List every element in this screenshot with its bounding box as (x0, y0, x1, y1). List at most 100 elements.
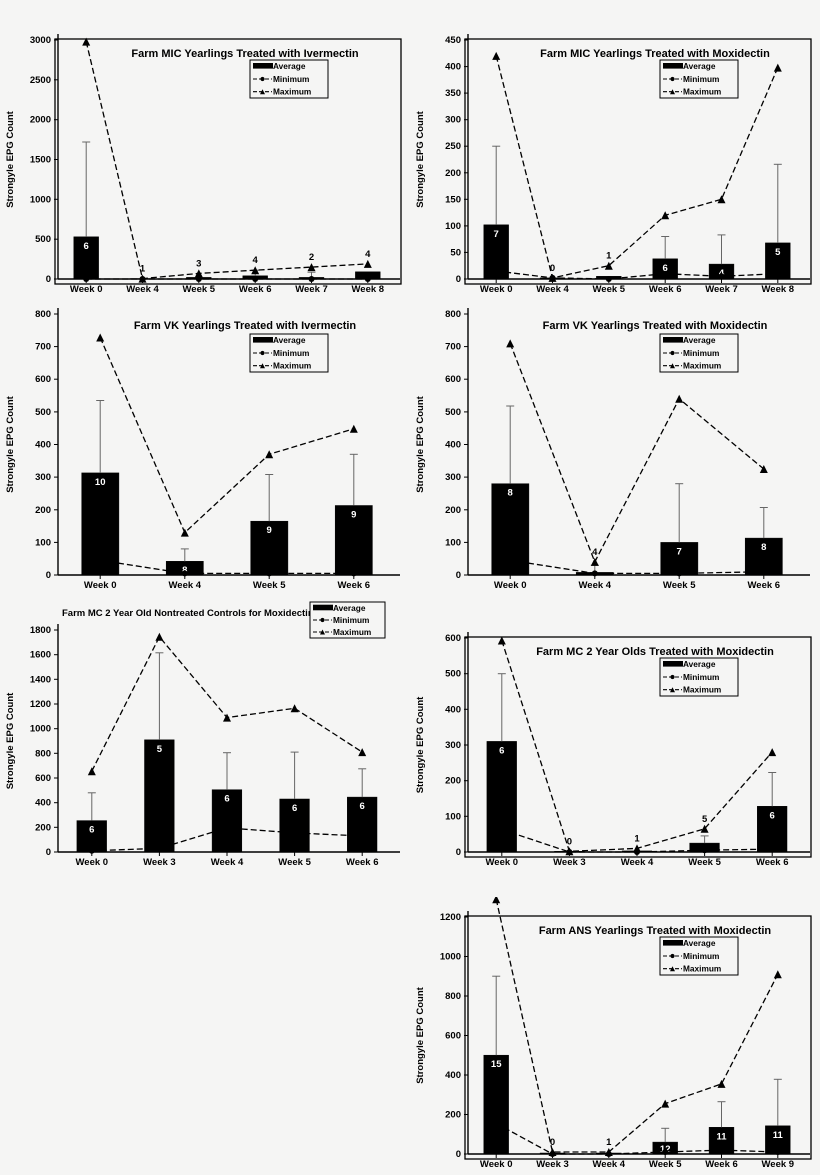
svg-text:8: 8 (761, 542, 766, 553)
svg-text:6: 6 (499, 745, 504, 756)
svg-text:Week 4: Week 4 (169, 580, 202, 591)
svg-text:700: 700 (445, 342, 461, 353)
svg-text:Farm MC 2 Year Old Nontreated: Farm MC 2 Year Old Nontreated Controls f… (62, 608, 345, 619)
svg-text:5: 5 (157, 744, 163, 755)
svg-text:1: 1 (606, 251, 612, 262)
svg-text:Average: Average (273, 335, 306, 345)
svg-text:Farm ANS Yearlings Treated wi: Farm ANS Yearlings Treated with Moxidect… (539, 925, 772, 937)
svg-text:400: 400 (445, 704, 461, 715)
svg-text:250: 250 (445, 141, 461, 152)
svg-text:Farm MC 2 Year Olds Treated w: Farm MC 2 Year Olds Treated with Moxidec… (536, 646, 774, 658)
svg-text:300: 300 (445, 740, 461, 751)
svg-text:Strongyle EPG Count: Strongyle EPG Count (5, 692, 16, 789)
svg-text:600: 600 (35, 773, 51, 784)
svg-text:4: 4 (253, 255, 259, 266)
svg-text:Week 7: Week 7 (295, 284, 328, 295)
svg-text:500: 500 (445, 669, 461, 680)
svg-text:400: 400 (445, 440, 461, 451)
svg-text:Week 4: Week 4 (621, 857, 654, 868)
svg-text:500: 500 (35, 234, 51, 245)
svg-text:150: 150 (445, 194, 461, 205)
svg-text:Minimum: Minimum (683, 74, 719, 84)
svg-text:800: 800 (445, 991, 461, 1002)
svg-text:300: 300 (35, 472, 51, 483)
svg-text:Week 4: Week 4 (126, 284, 159, 295)
svg-text:2: 2 (309, 252, 314, 263)
svg-text:200: 200 (35, 822, 51, 833)
svg-text:1200: 1200 (30, 699, 51, 710)
svg-text:Strongyle EPG Count: Strongyle EPG Count (5, 395, 16, 492)
svg-text:9: 9 (351, 510, 356, 521)
svg-text:Week 4: Week 4 (579, 580, 612, 591)
svg-text:Maximum: Maximum (273, 87, 311, 97)
svg-text:Week 6: Week 6 (338, 580, 371, 591)
svg-text:600: 600 (445, 374, 461, 385)
svg-text:0: 0 (456, 1149, 461, 1160)
svg-text:Week 3: Week 3 (143, 857, 176, 868)
svg-text:Maximum: Maximum (683, 87, 721, 97)
svg-text:6: 6 (84, 241, 89, 252)
svg-text:600: 600 (35, 374, 51, 385)
svg-text:Maximum: Maximum (333, 627, 371, 637)
svg-text:Farm MIC Yearlings Treated wi: Farm MIC Yearlings Treated with Ivermect… (131, 48, 358, 60)
svg-text:1500: 1500 (30, 155, 51, 166)
svg-text:1000: 1000 (440, 952, 461, 963)
svg-text:0: 0 (456, 570, 461, 581)
svg-text:800: 800 (35, 309, 51, 320)
svg-text:6: 6 (360, 801, 365, 812)
svg-text:100: 100 (445, 811, 461, 822)
svg-text:Week 0: Week 0 (486, 857, 519, 868)
svg-text:200: 200 (35, 505, 51, 516)
svg-text:100: 100 (445, 537, 461, 548)
svg-text:200: 200 (445, 168, 461, 179)
svg-text:0: 0 (567, 836, 572, 847)
svg-text:Average: Average (333, 603, 366, 613)
svg-text:0: 0 (46, 570, 51, 581)
svg-text:Week 7: Week 7 (705, 284, 738, 295)
svg-text:Maximum: Maximum (683, 685, 721, 695)
svg-text:1000: 1000 (30, 724, 51, 735)
svg-text:400: 400 (445, 1070, 461, 1081)
svg-text:Week 5: Week 5 (253, 580, 286, 591)
svg-text:0: 0 (46, 847, 51, 858)
svg-text:Week 4: Week 4 (536, 284, 569, 295)
svg-text:100: 100 (445, 221, 461, 232)
svg-text:Average: Average (683, 938, 716, 948)
svg-text:800: 800 (35, 748, 51, 759)
svg-text:Minimum: Minimum (683, 348, 719, 358)
svg-text:800: 800 (445, 309, 461, 320)
svg-text:5: 5 (775, 247, 781, 258)
svg-text:300: 300 (445, 115, 461, 126)
svg-text:450: 450 (445, 35, 461, 46)
svg-text:Minimum: Minimum (273, 348, 309, 358)
svg-text:200: 200 (445, 505, 461, 516)
svg-text:2500: 2500 (30, 75, 51, 86)
svg-text:Strongyle EPG Count: Strongyle EPG Count (415, 696, 426, 793)
svg-text:Week 6: Week 6 (756, 857, 789, 868)
svg-text:Week 6: Week 6 (239, 284, 272, 295)
svg-text:3000: 3000 (30, 35, 51, 46)
svg-text:Minimum: Minimum (683, 672, 719, 682)
svg-text:Average: Average (683, 61, 716, 71)
svg-text:Strongyle EPG Count: Strongyle EPG Count (415, 395, 426, 492)
svg-text:400: 400 (35, 440, 51, 451)
svg-text:7: 7 (677, 546, 682, 557)
svg-text:Week 6: Week 6 (346, 857, 379, 868)
svg-text:8: 8 (508, 488, 513, 499)
svg-text:350: 350 (445, 88, 461, 99)
svg-text:500: 500 (35, 407, 51, 418)
svg-text:Farm VK Yearlings Treated wit: Farm VK Yearlings Treated with Moxidecti… (543, 320, 768, 332)
svg-text:Week 4: Week 4 (593, 1159, 626, 1170)
svg-text:Week 8: Week 8 (352, 284, 385, 295)
svg-text:400: 400 (445, 62, 461, 73)
svg-text:5: 5 (702, 814, 708, 825)
svg-text:Week 3: Week 3 (536, 1159, 569, 1170)
svg-text:0: 0 (456, 847, 461, 858)
svg-text:700: 700 (35, 342, 51, 353)
svg-text:2000: 2000 (30, 115, 51, 126)
svg-text:1600: 1600 (30, 650, 51, 661)
svg-text:Minimum: Minimum (683, 951, 719, 961)
svg-text:Week 6: Week 6 (649, 284, 682, 295)
svg-text:500: 500 (445, 407, 461, 418)
svg-text:Strongyle EPG Count: Strongyle EPG Count (5, 110, 16, 207)
